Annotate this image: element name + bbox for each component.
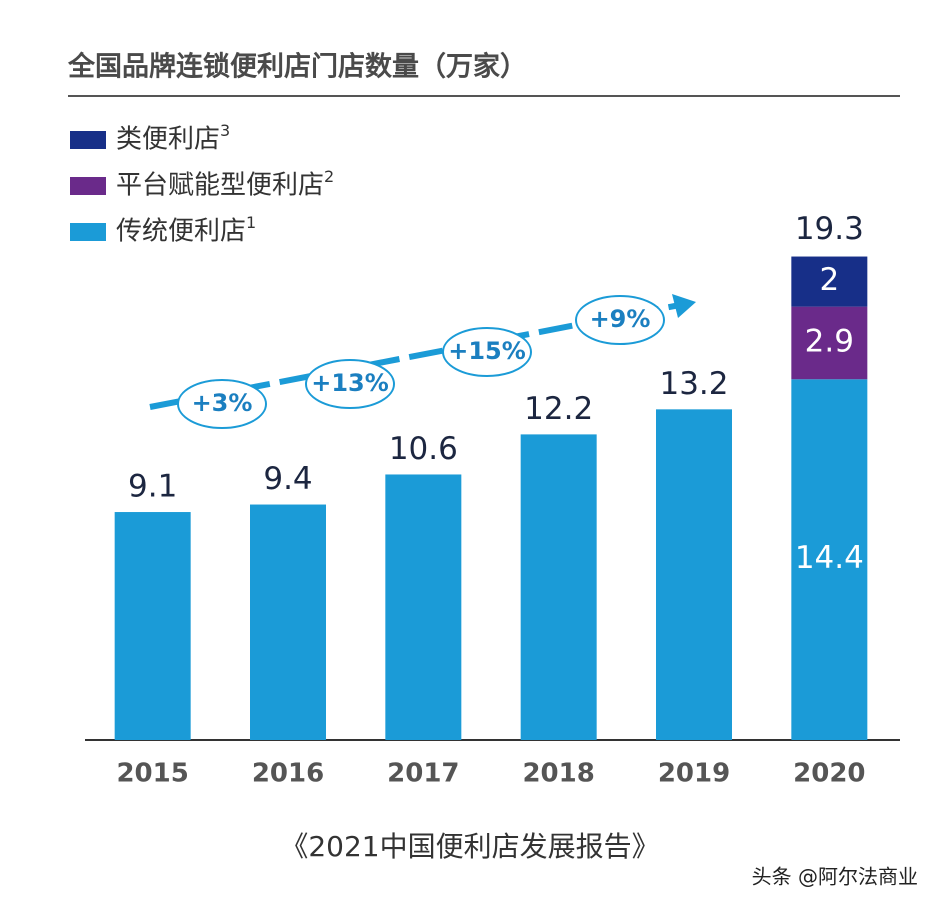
legend-label: 平台赋能型便利店2 (116, 167, 334, 201)
footnote-mark: 1 (246, 213, 256, 232)
growth-label: +3% (192, 389, 253, 417)
bar-segment (791, 379, 868, 740)
chart-title: 全国品牌连锁便利店门店数量（万家） (67, 51, 527, 83)
value-label: 2 (819, 262, 839, 298)
x-tick-label: 2019 (658, 759, 730, 789)
bar-segment (114, 512, 191, 740)
bar-segment (791, 306, 868, 380)
x-tick-label: 2020 (793, 759, 865, 789)
growth-oval (575, 295, 665, 345)
growth-arrow: +3% +13% +15% +9% (149, 294, 696, 429)
value-label: 13.2 (659, 366, 728, 402)
growth-label: +9% (590, 305, 651, 333)
legend-swatch (70, 131, 106, 149)
growth-label: +13% (311, 369, 389, 397)
bar-segment (385, 474, 462, 740)
legend-label: 类便利店3 (116, 121, 230, 155)
value-label: 14.4 (795, 540, 864, 576)
value-label: 9.1 (128, 469, 177, 505)
arrow-head (672, 294, 696, 318)
source: 《2021中国便利店发展报告》 (280, 830, 659, 863)
value-label: 9.4 (263, 461, 312, 497)
footnote-mark: 2 (324, 167, 334, 186)
x-tick-label: 2016 (252, 759, 324, 789)
legend-swatch (70, 177, 106, 195)
legend-swatch (70, 223, 106, 241)
bar-segment (250, 504, 326, 740)
x-tick-label: 2015 (116, 759, 188, 789)
value-label: 10.6 (389, 431, 458, 467)
bar-segment (656, 409, 732, 740)
growth-oval (305, 359, 395, 409)
bar-segment (520, 434, 597, 740)
growth-oval (177, 379, 267, 429)
value-label: 2.9 (805, 323, 854, 359)
growth-oval (442, 327, 532, 377)
value-label: 12.2 (524, 391, 593, 427)
legend-label: 传统便利店1 (116, 213, 256, 247)
x-tick-label: 2017 (387, 759, 459, 789)
x-tick-label: 2018 (522, 759, 594, 789)
watermark: 头条 @阿尔法商业 (752, 865, 918, 889)
growth-label: +15% (448, 337, 526, 365)
total-label: 19.3 (795, 211, 864, 247)
footnote-mark: 3 (220, 121, 230, 140)
bar-segment (791, 256, 868, 307)
